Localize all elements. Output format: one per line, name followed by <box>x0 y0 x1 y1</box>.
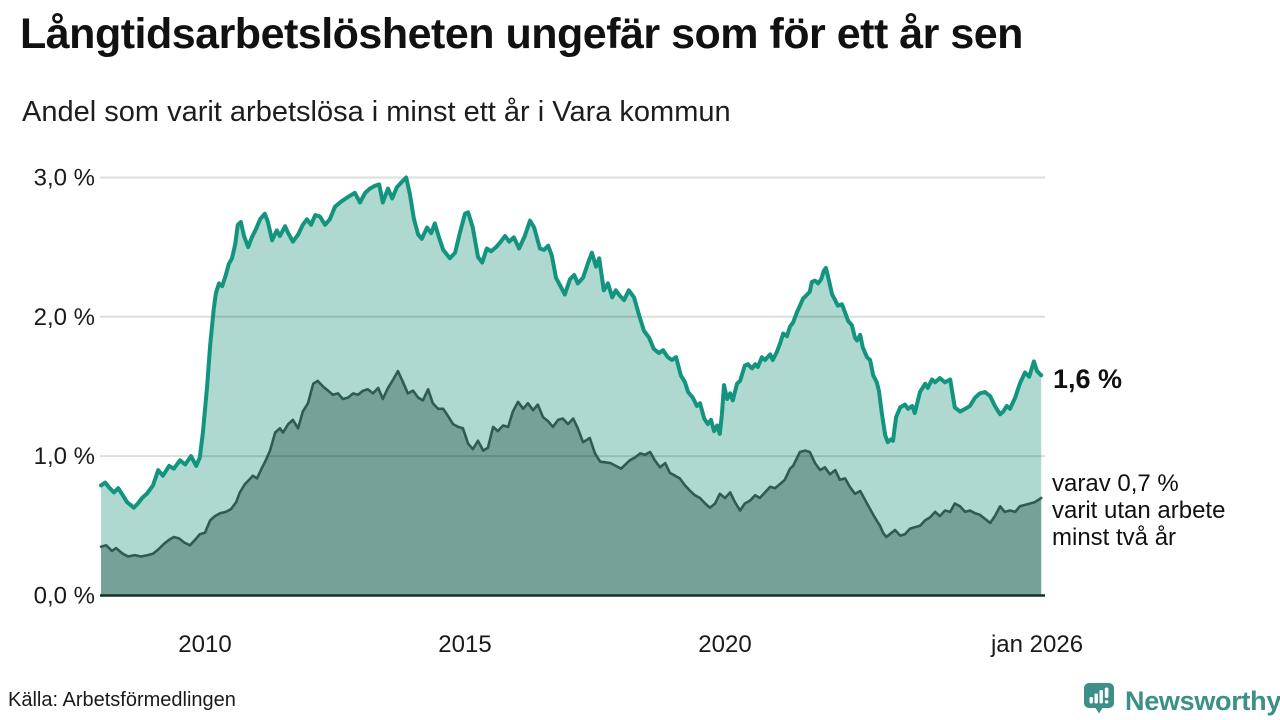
secondary-series-label-line3: minst två år <box>1052 524 1177 551</box>
chart-subtitle: Andel som varit arbetslösa i minst ett å… <box>22 96 731 128</box>
latest-value-label: 1,6 % <box>1053 364 1123 394</box>
x-axis-tick-label: 2015 <box>438 631 491 658</box>
y-axis-tick-label: 1,0 % <box>34 443 95 470</box>
secondary-series-area <box>101 371 1042 596</box>
newsworthy-branding: Newsworthy <box>1081 680 1280 720</box>
secondary-series-label-line1: varav 0,7 % <box>1052 470 1179 497</box>
y-axis-tick-label: 0,0 % <box>34 583 95 610</box>
x-axis-tick-label: jan 2026 <box>990 631 1083 658</box>
secondary-series-label-line2: varit utan arbete <box>1052 497 1226 524</box>
newsworthy-logo-icon <box>1081 680 1117 720</box>
secondary-series-label: varav 0,7 % varit utan arbete minst två … <box>1052 470 1225 551</box>
page-title: Långtidsarbetslösheten ungefär som för e… <box>20 10 1023 58</box>
secondary-series-line <box>99 369 1043 558</box>
source-attribution: Källa: Arbetsförmedlingen <box>8 689 236 711</box>
y-axis-tick-label: 3,0 % <box>34 165 95 192</box>
x-axis-tick-label: 2010 <box>178 631 231 658</box>
primary-series-line <box>99 175 1044 510</box>
x-axis-tick-label: 2020 <box>698 631 751 658</box>
newsworthy-wordmark: Newsworthy <box>1125 685 1280 716</box>
y-axis-tick-label: 2,0 % <box>34 304 95 331</box>
